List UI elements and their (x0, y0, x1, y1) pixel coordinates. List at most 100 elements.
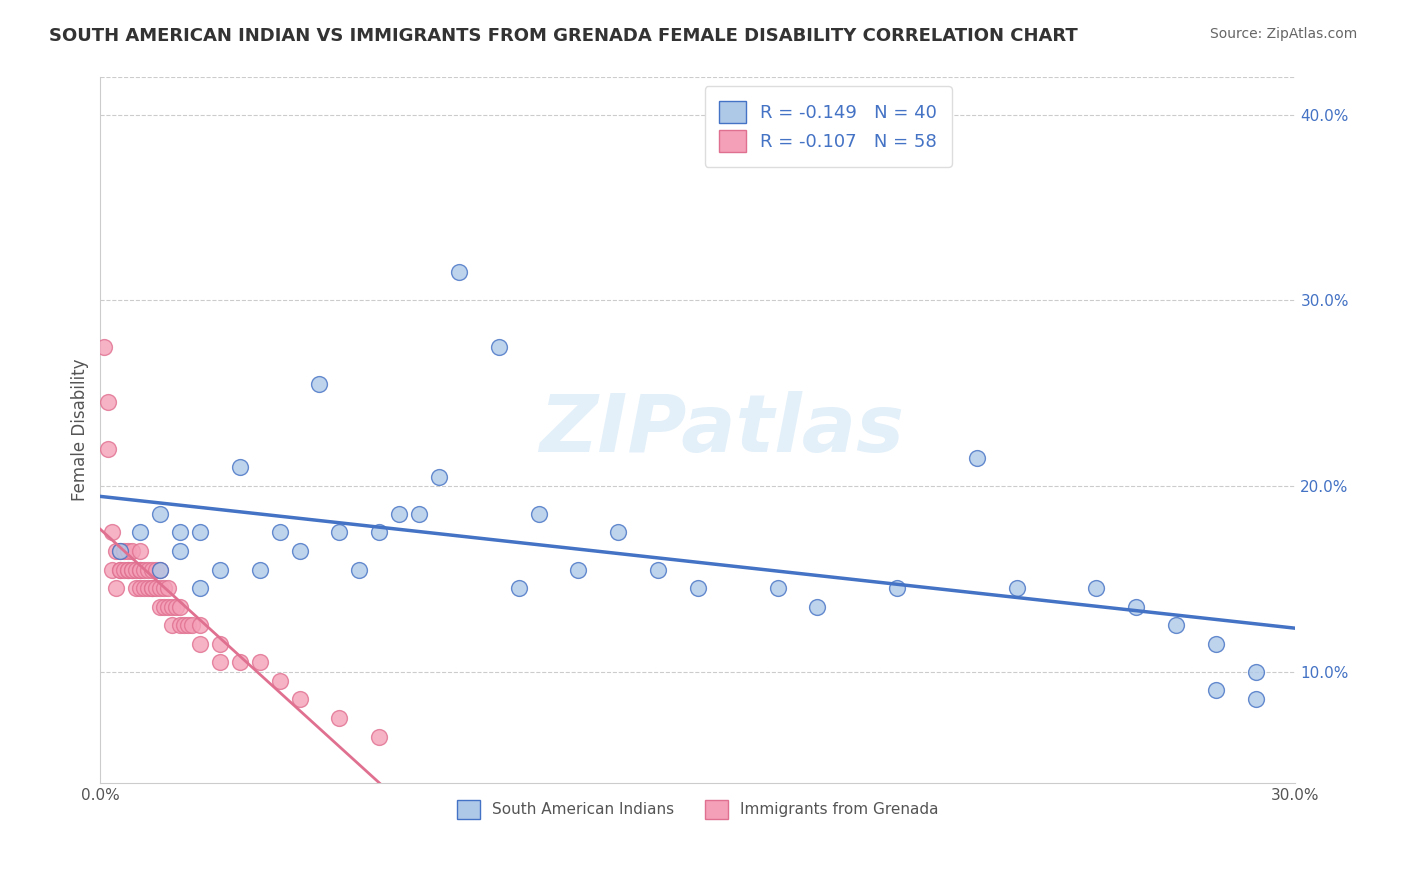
Text: ZIPatlas: ZIPatlas (540, 392, 904, 469)
Y-axis label: Female Disability: Female Disability (72, 359, 89, 501)
Point (153, 581, 176, 595)
Point (145, 562, 167, 576)
Point (121, 544, 143, 558)
Point (886, 581, 908, 595)
Point (117, 562, 139, 576)
Point (110, 544, 132, 558)
Point (169, 544, 191, 558)
Point (93, 340, 115, 354)
Legend: South American Indians, Immigrants from Grenada: South American Indians, Immigrants from … (451, 794, 945, 825)
Point (110, 544, 132, 558)
Point (1005, 581, 1028, 595)
Point (129, 562, 152, 576)
Point (188, 525, 211, 540)
Point (110, 562, 132, 576)
Point (408, 507, 430, 521)
Point (112, 562, 135, 576)
Point (136, 562, 159, 576)
Point (149, 562, 172, 576)
Point (141, 581, 163, 595)
Point (966, 451, 988, 466)
Point (157, 581, 180, 595)
Point (288, 692, 311, 706)
Point (188, 581, 211, 595)
Point (249, 656, 271, 670)
Point (125, 562, 148, 576)
Point (1244, 692, 1267, 706)
Point (105, 581, 128, 595)
Point (141, 581, 163, 595)
Point (110, 562, 132, 576)
Point (101, 525, 124, 540)
Point (121, 562, 143, 576)
Point (1125, 599, 1147, 614)
Point (117, 544, 139, 558)
Point (328, 711, 350, 725)
Point (97, 395, 120, 409)
Point (169, 599, 191, 614)
Point (165, 599, 187, 614)
Point (177, 618, 200, 632)
Point (181, 618, 204, 632)
Point (129, 581, 152, 595)
Point (288, 544, 311, 558)
Point (101, 562, 124, 576)
Point (149, 581, 172, 595)
Point (368, 525, 391, 540)
Point (647, 562, 669, 576)
Point (117, 562, 139, 576)
Point (607, 525, 630, 540)
Point (427, 469, 450, 483)
Point (149, 562, 172, 576)
Point (1244, 665, 1267, 679)
Point (160, 599, 183, 614)
Point (269, 525, 291, 540)
Point (349, 562, 371, 576)
Point (806, 599, 828, 614)
Point (173, 618, 195, 632)
Point (149, 507, 172, 521)
Point (129, 562, 152, 576)
Point (368, 730, 391, 744)
Point (508, 581, 530, 595)
Point (766, 581, 789, 595)
Point (1085, 581, 1108, 595)
Point (269, 673, 291, 688)
Point (229, 656, 252, 670)
Point (129, 525, 152, 540)
Point (160, 618, 183, 632)
Point (208, 637, 231, 651)
Point (129, 544, 152, 558)
Point (188, 637, 211, 651)
Point (208, 656, 231, 670)
Point (153, 599, 176, 614)
Point (121, 562, 143, 576)
Point (112, 544, 135, 558)
Point (249, 562, 271, 576)
Point (145, 581, 167, 595)
Point (686, 581, 709, 595)
Point (229, 460, 252, 475)
Point (1164, 618, 1187, 632)
Point (136, 581, 159, 595)
Point (488, 340, 510, 354)
Point (97, 442, 120, 456)
Text: SOUTH AMERICAN INDIAN VS IMMIGRANTS FROM GRENADA FEMALE DISABILITY CORRELATION C: SOUTH AMERICAN INDIAN VS IMMIGRANTS FROM… (49, 27, 1078, 45)
Point (134, 562, 156, 576)
Point (134, 581, 156, 595)
Point (308, 376, 330, 391)
Point (141, 562, 163, 576)
Point (169, 525, 191, 540)
Point (125, 581, 148, 595)
Point (388, 507, 411, 521)
Point (527, 507, 550, 521)
Point (149, 599, 172, 614)
Point (567, 562, 589, 576)
Point (157, 599, 180, 614)
Point (328, 525, 350, 540)
Point (208, 562, 231, 576)
Point (105, 544, 128, 558)
Point (169, 618, 191, 632)
Point (1205, 637, 1227, 651)
Point (447, 265, 470, 279)
